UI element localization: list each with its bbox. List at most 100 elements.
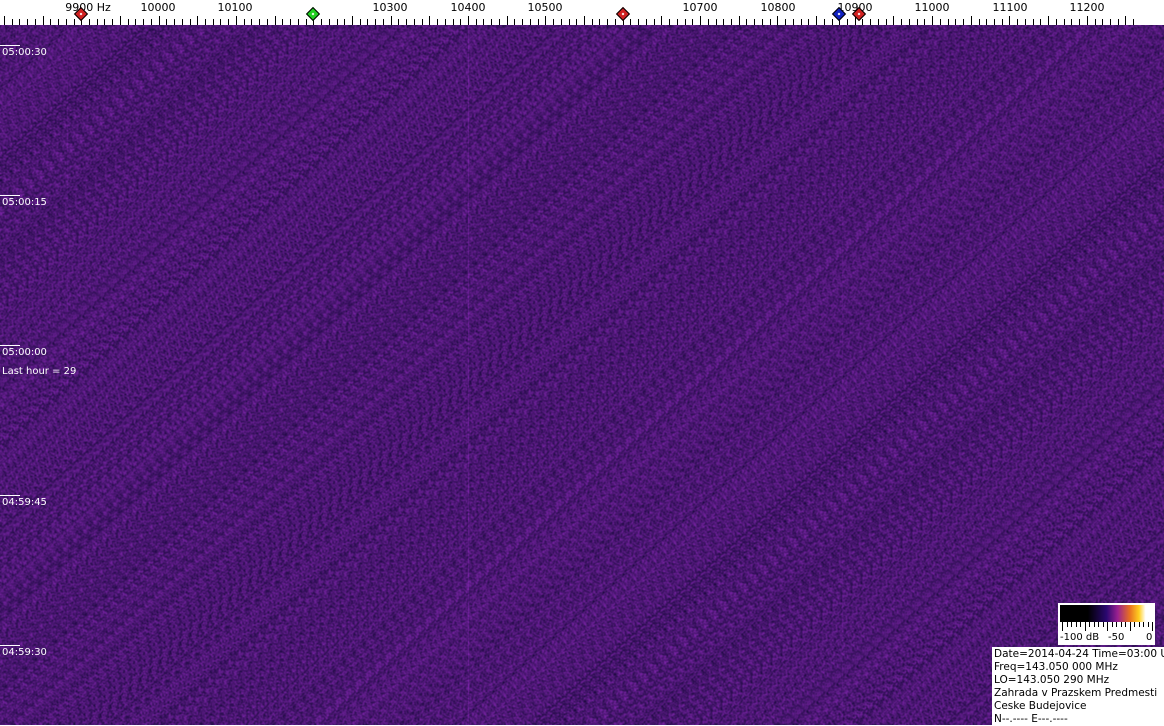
frequency-tick — [476, 19, 477, 25]
frequency-tick — [391, 16, 392, 25]
frequency-tick — [700, 16, 701, 25]
frequency-tick — [754, 19, 755, 25]
frequency-tick — [514, 19, 515, 25]
frequency-tick — [994, 19, 995, 25]
frequency-tick — [1056, 19, 1057, 25]
time-label: 05:00:15 — [2, 197, 47, 208]
scale-tick — [1066, 622, 1068, 627]
frequency-tick — [685, 19, 686, 25]
frequency-tick — [4, 16, 5, 25]
scale-tick — [1120, 622, 1122, 627]
frequency-tick — [383, 19, 384, 25]
frequency-tick — [74, 19, 75, 25]
freq-label: 10000 — [140, 1, 176, 14]
frequency-tick — [901, 19, 902, 25]
frequency-tick — [50, 19, 51, 25]
waterfall-spectrogram[interactable] — [0, 25, 1164, 725]
color-scale-gradient — [1060, 605, 1153, 622]
location-line-1: Zahrada v Prazskem Predmesti — [994, 687, 1158, 699]
frequency-tick — [213, 19, 214, 25]
scale-tick — [1138, 622, 1140, 627]
station-info-box: Date=2014-04-24 Time=03:00 UTC Freq=143.… — [992, 647, 1164, 725]
time-tick — [0, 495, 20, 496]
frequency-tick — [669, 19, 670, 25]
frequency-tick — [924, 19, 925, 25]
frequency-tick — [530, 19, 531, 25]
scale-tick — [1080, 622, 1081, 627]
frequency-tick — [569, 19, 570, 25]
frequency-tick — [708, 19, 709, 25]
frequency-tick — [855, 16, 856, 25]
time-tick — [0, 645, 20, 646]
last-hour-count: Last hour = 29 — [2, 366, 77, 377]
frequency-tick — [35, 19, 36, 25]
frequency-tick — [692, 19, 693, 25]
frequency-tick — [770, 19, 771, 25]
time-tick — [0, 195, 20, 196]
frequency-tick — [429, 16, 430, 25]
frequency-tick — [1095, 19, 1096, 25]
frequency-tick — [1110, 19, 1111, 25]
frequency-tick — [746, 19, 747, 25]
scale-tick — [1129, 622, 1131, 631]
frequency-tick — [58, 19, 59, 25]
frequency-tick — [1133, 19, 1134, 25]
frequency-tick — [545, 16, 546, 25]
scale-tick — [1143, 622, 1144, 627]
frequency-tick — [321, 19, 322, 25]
frequency-tick — [847, 19, 848, 25]
frequency-tick — [862, 19, 863, 25]
frequency: Freq=143.050 000 MHz — [994, 661, 1118, 673]
frequency-tick — [638, 19, 639, 25]
frequency-tick — [499, 19, 500, 25]
frequency-tick — [1102, 19, 1103, 25]
frequency-tick — [553, 19, 554, 25]
freq-label: 11000 — [914, 1, 950, 14]
scale-tick — [1084, 622, 1086, 631]
frequency-tick — [739, 16, 740, 25]
frequency-tick — [66, 19, 67, 25]
frequency-tick — [244, 19, 245, 25]
frequency-tick — [143, 19, 144, 25]
frequency-tick — [437, 19, 438, 25]
frequency-tick — [97, 19, 98, 25]
freq-label: 10700 — [682, 1, 718, 14]
frequency-tick — [197, 16, 198, 25]
frequency-tick — [1025, 19, 1026, 25]
frequency-tick — [955, 19, 956, 25]
frequency-tick — [1118, 19, 1119, 25]
frequency-tick — [646, 19, 647, 25]
frequency-tick — [917, 19, 918, 25]
frequency-tick — [104, 19, 105, 25]
time-tick — [0, 45, 20, 46]
frequency-tick — [1017, 19, 1018, 25]
frequency-tick — [677, 19, 678, 25]
scale-tick — [1125, 622, 1126, 627]
time-label: 04:59:30 — [2, 647, 47, 658]
frequency-tick — [337, 19, 338, 25]
location-line-2: Ceske Budejovice — [994, 700, 1087, 712]
frequency-tick — [801, 19, 802, 25]
frequency-tick — [1048, 16, 1049, 25]
date-time: Date=2014-04-24 Time=03:00 UTC — [994, 648, 1164, 660]
frequency-tick — [615, 19, 616, 25]
frequency-tick — [228, 19, 229, 25]
frequency-tick — [491, 19, 492, 25]
frequency-tick — [89, 19, 90, 25]
frequency-tick — [909, 19, 910, 25]
frequency-tick — [607, 19, 608, 25]
freq-label: 10500 — [527, 1, 563, 14]
frequency-tick — [1033, 19, 1034, 25]
frequency-tick — [1002, 19, 1003, 25]
frequency-tick — [1064, 19, 1065, 25]
scale-tick — [1107, 622, 1108, 631]
frequency-tick — [979, 19, 980, 25]
frequency-axis: 9900 Hz 10000 10100 10300 10400 10500 10… — [0, 0, 1164, 25]
scale-tick — [1062, 622, 1063, 631]
freq-label: 11200 — [1069, 1, 1105, 14]
freq-label: 10400 — [450, 1, 486, 14]
frequency-tick — [190, 19, 191, 25]
frequency-tick — [367, 19, 368, 25]
frequency-tick — [360, 19, 361, 25]
frequency-tick — [43, 16, 44, 25]
